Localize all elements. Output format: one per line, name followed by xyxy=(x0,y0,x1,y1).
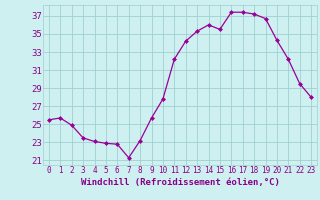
X-axis label: Windchill (Refroidissement éolien,°C): Windchill (Refroidissement éolien,°C) xyxy=(81,178,279,187)
